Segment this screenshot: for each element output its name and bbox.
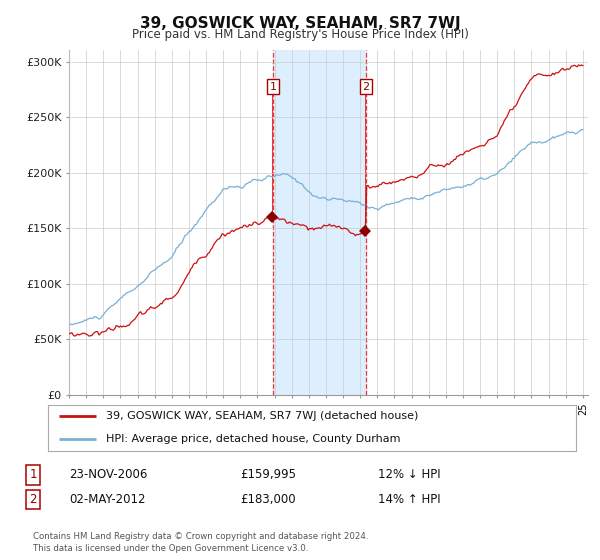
Text: Price paid vs. HM Land Registry's House Price Index (HPI): Price paid vs. HM Land Registry's House … — [131, 28, 469, 41]
Text: 2: 2 — [29, 493, 37, 506]
Text: HPI: Average price, detached house, County Durham: HPI: Average price, detached house, Coun… — [106, 434, 401, 444]
Text: £183,000: £183,000 — [240, 493, 296, 506]
Text: 12% ↓ HPI: 12% ↓ HPI — [378, 468, 440, 482]
Text: 1: 1 — [29, 468, 37, 482]
Text: 39, GOSWICK WAY, SEAHAM, SR7 7WJ (detached house): 39, GOSWICK WAY, SEAHAM, SR7 7WJ (detach… — [106, 411, 418, 421]
Text: 14% ↑ HPI: 14% ↑ HPI — [378, 493, 440, 506]
Text: 39, GOSWICK WAY, SEAHAM, SR7 7WJ: 39, GOSWICK WAY, SEAHAM, SR7 7WJ — [140, 16, 460, 31]
Text: Contains HM Land Registry data © Crown copyright and database right 2024.
This d: Contains HM Land Registry data © Crown c… — [33, 533, 368, 553]
Bar — [273, 50, 366, 395]
Text: 23-NOV-2006: 23-NOV-2006 — [69, 468, 148, 482]
Text: 1: 1 — [269, 82, 277, 92]
Text: 02-MAY-2012: 02-MAY-2012 — [69, 493, 146, 506]
Text: 2: 2 — [362, 82, 370, 92]
Text: £159,995: £159,995 — [240, 468, 296, 482]
